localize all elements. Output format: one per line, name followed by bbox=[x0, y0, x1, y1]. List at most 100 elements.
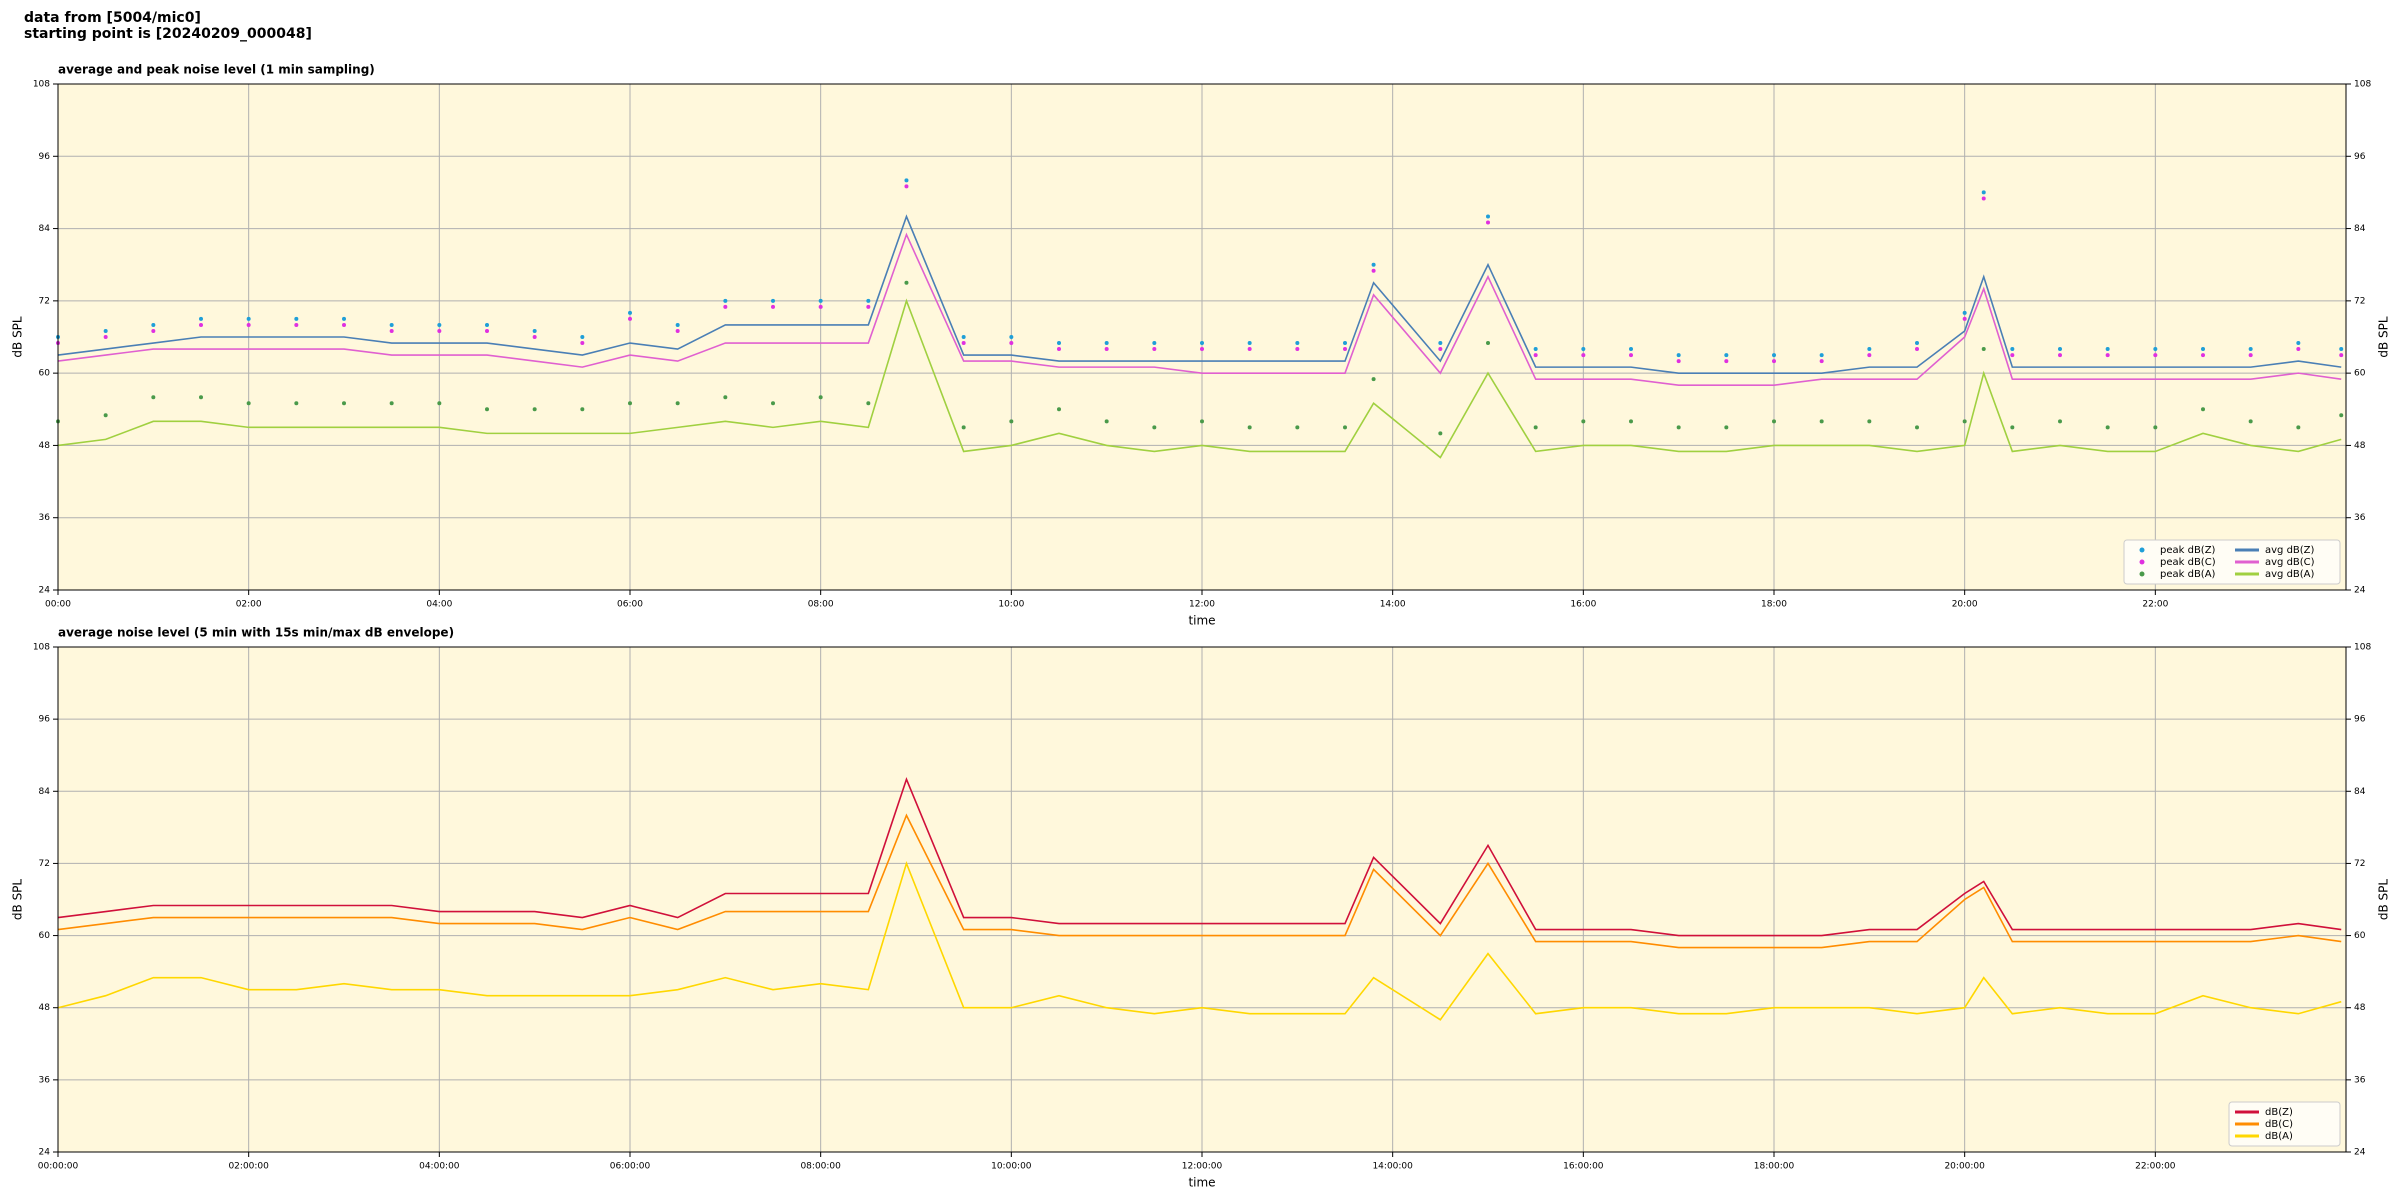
peak-point bbox=[2058, 419, 2062, 424]
x-tick-label: 06:00 bbox=[617, 600, 643, 610]
peak-point bbox=[1371, 377, 1376, 382]
peak-point bbox=[485, 322, 489, 327]
peak-point bbox=[961, 425, 966, 430]
peak-point bbox=[1533, 347, 1538, 352]
peak-point bbox=[1438, 431, 1443, 436]
peak-point bbox=[2010, 425, 2015, 430]
legend-label: peak dB(Z) bbox=[2160, 545, 2216, 556]
y-tick-label: 108 bbox=[33, 80, 50, 90]
x-tick-label: 08:00 bbox=[808, 600, 834, 610]
peak-point bbox=[1724, 359, 1729, 364]
peak-point bbox=[342, 316, 346, 321]
series-line bbox=[57, 813, 2342, 949]
peak-point bbox=[1629, 347, 1633, 352]
peak-point bbox=[1343, 425, 1347, 430]
header-line: starting point is [20240209_000048] bbox=[24, 26, 312, 42]
peak-point bbox=[103, 328, 108, 333]
peak-point bbox=[1009, 335, 1014, 339]
peak-point bbox=[485, 328, 489, 333]
peak-point bbox=[1247, 347, 1252, 352]
peak-point bbox=[1867, 347, 1872, 352]
peak-point bbox=[580, 341, 585, 346]
y-tick-label: 60 bbox=[39, 931, 51, 941]
peak-point bbox=[1772, 419, 1776, 424]
y-tick-label: 108 bbox=[33, 643, 50, 653]
peak-point bbox=[2339, 353, 2344, 358]
subplot-title: average and peak noise level (1 min samp… bbox=[58, 63, 375, 77]
peak-point bbox=[1486, 341, 1490, 346]
peak-point bbox=[818, 395, 823, 400]
plot-frame bbox=[57, 646, 2347, 1153]
y-axis-label: dB SPL bbox=[2377, 879, 2391, 921]
peak-point bbox=[1533, 425, 1538, 430]
peak-point bbox=[904, 280, 909, 285]
peak-point bbox=[1152, 341, 1157, 346]
peak-point bbox=[1724, 425, 1729, 430]
peak-point bbox=[1724, 353, 1729, 358]
peak-point bbox=[2105, 353, 2110, 358]
peak-point bbox=[294, 316, 299, 321]
peak-point bbox=[2153, 353, 2158, 358]
x-tick-label: 02:00 bbox=[236, 600, 262, 610]
peak-point bbox=[1295, 425, 1300, 430]
peak-point bbox=[2339, 347, 2344, 352]
peak-point bbox=[532, 335, 537, 339]
peak-point bbox=[1343, 341, 1347, 346]
y-tick-label: 48 bbox=[2354, 1003, 2366, 1013]
x-tick-label: 04:00:00 bbox=[419, 1162, 460, 1172]
peak-point bbox=[628, 310, 632, 315]
peak-point bbox=[246, 401, 251, 406]
peak-point bbox=[437, 401, 442, 406]
x-tick-label: 14:00 bbox=[1380, 600, 1406, 610]
peak-point bbox=[1772, 359, 1776, 364]
legend-label: peak dB(A) bbox=[2160, 569, 2216, 580]
y-tick-label: 36 bbox=[39, 513, 51, 523]
peak-point bbox=[961, 341, 966, 346]
y-tick-label: 48 bbox=[39, 441, 51, 451]
peak-point bbox=[1295, 341, 1300, 346]
legend-marker bbox=[2139, 559, 2145, 565]
x-tick-label: 00:00:00 bbox=[38, 1162, 79, 1172]
y-tick-label: 72 bbox=[2354, 859, 2365, 869]
peak-point bbox=[2296, 341, 2301, 346]
peak-point bbox=[1629, 353, 1633, 358]
y-tick-label: 96 bbox=[2354, 152, 2366, 162]
peak-point bbox=[1009, 419, 1014, 424]
peak-point bbox=[2010, 347, 2015, 352]
peak-point bbox=[1915, 347, 1919, 352]
peak-point bbox=[2248, 353, 2253, 358]
peak-point bbox=[1152, 425, 1157, 430]
x-tick-label: 22:00:00 bbox=[2135, 1162, 2176, 1172]
peak-point bbox=[2058, 353, 2062, 358]
y-tick-label: 24 bbox=[39, 586, 51, 596]
peak-point bbox=[2058, 347, 2062, 352]
peak-point bbox=[389, 328, 394, 333]
peak-point bbox=[675, 328, 680, 333]
x-tick-label: 04:00 bbox=[426, 600, 452, 610]
peak-point bbox=[151, 328, 156, 333]
peak-point bbox=[1371, 262, 1376, 267]
y-tick-label: 72 bbox=[2354, 296, 2365, 306]
peak-point bbox=[961, 335, 966, 339]
y-tick-label: 60 bbox=[2354, 931, 2366, 941]
peak-point bbox=[2296, 425, 2301, 430]
peak-point bbox=[2248, 347, 2253, 352]
y-tick-label: 60 bbox=[39, 369, 51, 379]
peak-point bbox=[485, 407, 489, 412]
x-tick-label: 02:00:00 bbox=[228, 1162, 269, 1172]
peak-point bbox=[1915, 341, 1919, 346]
peak-point bbox=[1438, 347, 1443, 352]
peak-point bbox=[199, 316, 203, 321]
peak-point bbox=[2010, 353, 2015, 358]
y-tick-label: 60 bbox=[2354, 369, 2366, 379]
peak-point bbox=[1676, 353, 1681, 358]
peak-point bbox=[904, 184, 909, 189]
peak-point bbox=[1629, 419, 1633, 424]
y-axis-label: dB SPL bbox=[11, 316, 25, 358]
peak-point bbox=[1057, 341, 1061, 346]
x-tick-label: 16:00:00 bbox=[1563, 1162, 1604, 1172]
x-tick-label: 08:00:00 bbox=[800, 1162, 841, 1172]
peak-point bbox=[1867, 419, 1872, 424]
peak-point bbox=[1438, 341, 1443, 346]
peak-point bbox=[818, 298, 823, 303]
